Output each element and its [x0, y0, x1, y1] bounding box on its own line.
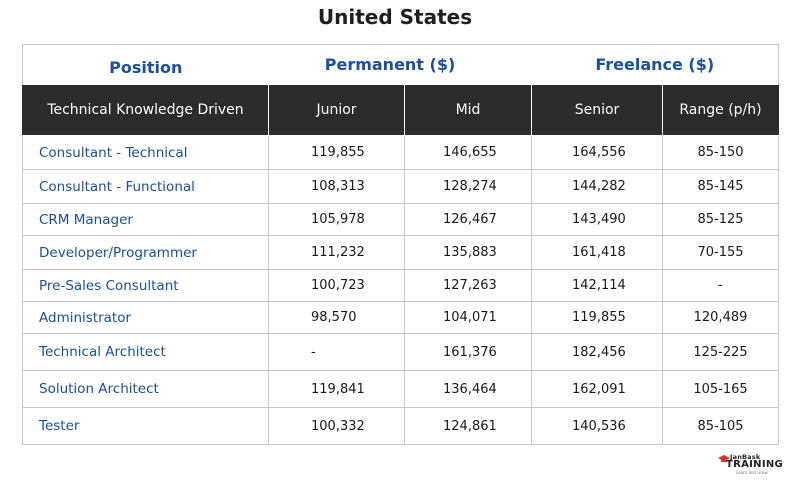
- junior-cell: 105,978: [268, 203, 405, 236]
- mid-cell: 135,883: [403, 235, 533, 270]
- position-cell: Tester: [22, 407, 269, 445]
- mid-cell: 136,464: [403, 370, 533, 408]
- mid-cell: 127,263: [403, 269, 533, 302]
- group-freelance-cell: Freelance ($): [531, 44, 780, 85]
- position-cell: CRM Manager: [22, 203, 269, 236]
- salary-table: Position Permanent ($) Freelance ($) Tec…: [22, 44, 780, 445]
- range-cell: 120,489: [662, 301, 780, 334]
- senior-cell: 182,456: [531, 333, 664, 371]
- junior-cell: 119,855: [268, 135, 405, 170]
- column-header-position: Technical Knowledge Driven: [22, 84, 269, 136]
- logo-tagline: Learn and Grow: [736, 470, 768, 475]
- logo-brand-main: TRAINING: [726, 459, 784, 470]
- column-header-mid: Mid: [403, 84, 533, 136]
- column-header-senior: Senior: [531, 84, 664, 136]
- senior-cell: 161,418: [531, 235, 664, 270]
- table-row: Tester 100,332 124,861 140,536 85-105: [22, 407, 780, 445]
- range-cell: 85-125: [662, 203, 780, 236]
- range-cell: 70-155: [662, 235, 780, 270]
- range-cell: -: [662, 269, 780, 302]
- range-cell: 85-150: [662, 135, 780, 170]
- junior-cell: -: [268, 333, 405, 371]
- range-cell: 85-105: [662, 407, 780, 445]
- range-cell: 125-225: [662, 333, 780, 371]
- position-cell: Administrator: [22, 301, 269, 334]
- position-cell: Technical Architect: [22, 333, 269, 371]
- junior-cell: 111,232: [268, 235, 405, 270]
- junior-cell: 108,313: [268, 169, 405, 204]
- position-cell: Developer/Programmer: [22, 235, 269, 270]
- table-row: Consultant - Functional 108,313 128,274 …: [22, 169, 780, 204]
- range-cell: 85-145: [662, 169, 780, 204]
- junior-cell: 98,570: [268, 301, 405, 334]
- table-row: Technical Architect - 161,376 182,456 12…: [22, 333, 780, 371]
- mid-cell: 124,861: [403, 407, 533, 445]
- table-row: CRM Manager 105,978 126,467 143,490 85-1…: [22, 203, 780, 236]
- graduation-cap-icon: [718, 455, 730, 462]
- senior-cell: 142,114: [531, 269, 664, 302]
- table-row: Pre-Sales Consultant 100,723 127,263 142…: [22, 269, 780, 302]
- group-position-label: Position: [109, 58, 183, 78]
- table-row: Developer/Programmer 111,232 135,883 161…: [22, 235, 780, 270]
- mid-cell: 146,655: [403, 135, 533, 170]
- position-cell: Consultant - Technical: [22, 135, 269, 170]
- mid-cell: 128,274: [403, 169, 533, 204]
- senior-cell: 140,536: [531, 407, 664, 445]
- table-row: Solution Architect 119,841 136,464 162,0…: [22, 370, 780, 408]
- logo-brand-top: JanBask: [730, 453, 761, 461]
- group-permanent-label: Permanent ($): [324, 55, 456, 75]
- junior-cell: 119,841: [268, 370, 405, 408]
- position-cell: Solution Architect: [22, 370, 269, 408]
- junior-cell: 100,332: [268, 407, 405, 445]
- group-header-row: Position Permanent ($) Freelance ($): [22, 44, 780, 85]
- mid-cell: 126,467: [403, 203, 533, 236]
- janbask-training-logo: JanBask TRAINING Learn and Grow: [718, 452, 784, 476]
- group-position-cell: Position: [22, 44, 269, 85]
- mid-cell: 161,376: [403, 333, 533, 371]
- column-header-row: Technical Knowledge Driven Junior Mid Se…: [22, 84, 780, 136]
- table-row: Consultant - Technical 119,855 146,655 1…: [22, 135, 780, 170]
- group-permanent-cell: Permanent ($): [268, 44, 532, 85]
- senior-cell: 143,490: [531, 203, 664, 236]
- position-cell: Pre-Sales Consultant: [22, 269, 269, 302]
- column-header-range: Range (p/h): [662, 84, 780, 136]
- range-cell: 105-165: [662, 370, 780, 408]
- column-header-junior: Junior: [268, 84, 405, 136]
- table-row: Administrator 98,570 104,071 119,855 120…: [22, 301, 780, 334]
- junior-cell: 100,723: [268, 269, 405, 302]
- page-title: United States: [317, 5, 473, 29]
- senior-cell: 162,091: [531, 370, 664, 408]
- senior-cell: 144,282: [531, 169, 664, 204]
- mid-cell: 104,071: [403, 301, 533, 334]
- group-freelance-label: Freelance ($): [595, 55, 715, 75]
- position-cell: Consultant - Functional: [22, 169, 269, 204]
- senior-cell: 119,855: [531, 301, 664, 334]
- senior-cell: 164,556: [531, 135, 664, 170]
